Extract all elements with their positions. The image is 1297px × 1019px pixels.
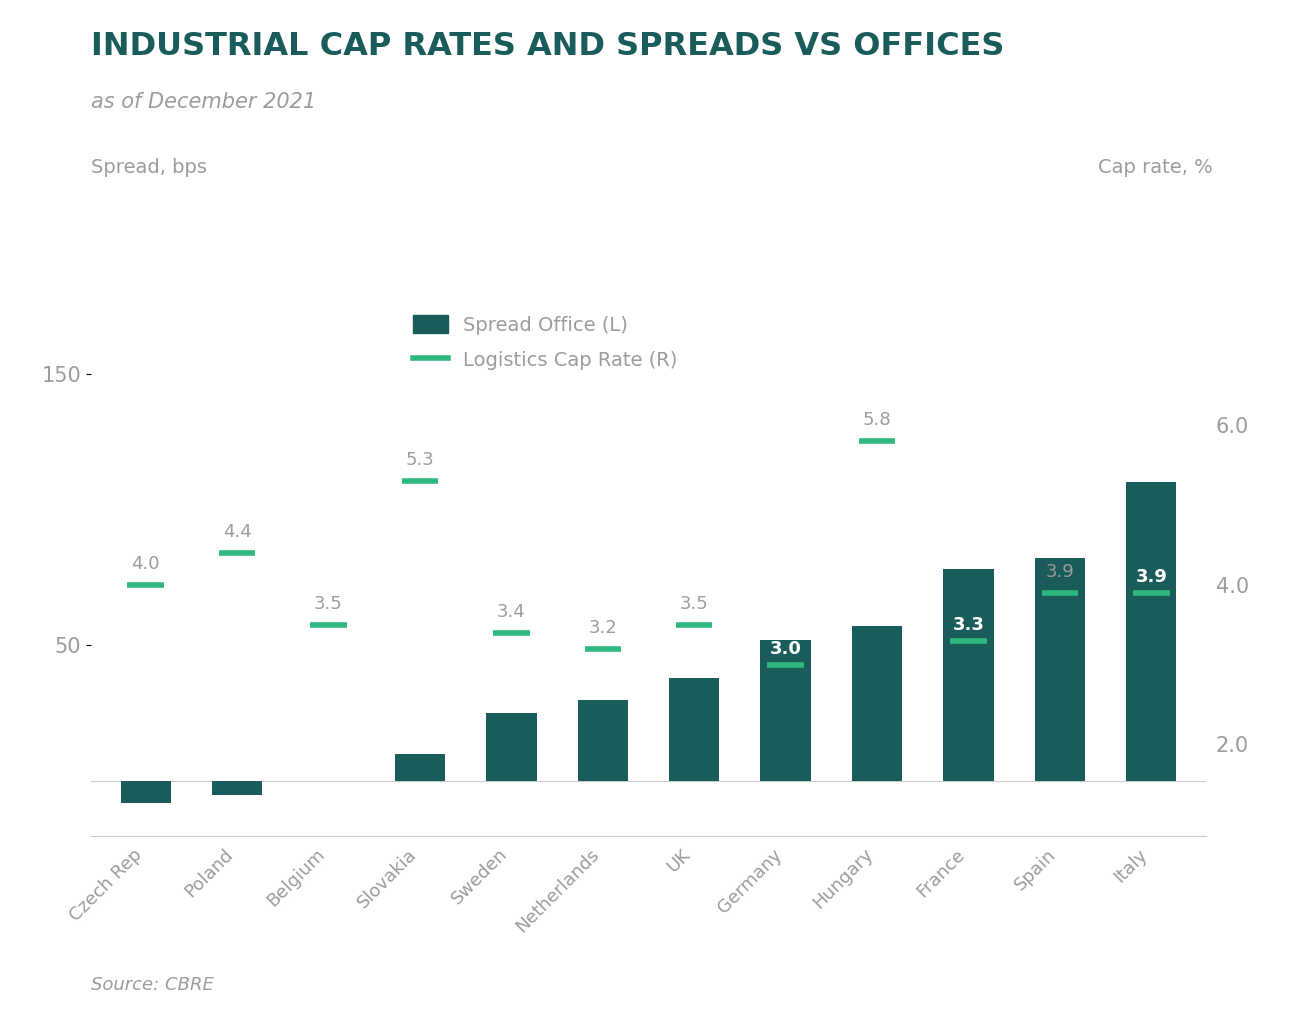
Text: 3.5: 3.5 [314,595,342,612]
Text: 3.2: 3.2 [589,619,617,637]
Text: 3.5: 3.5 [680,595,708,612]
Text: Source: CBRE: Source: CBRE [91,975,214,994]
Text: 3.3: 3.3 [952,616,984,635]
Text: 5.3: 5.3 [406,451,434,469]
Bar [121,782,171,803]
Legend: Spread Office (L), Logistics Cap Rate (R): Spread Office (L), Logistics Cap Rate (R… [412,316,678,370]
Bar [394,754,445,782]
Bar [852,627,903,782]
Bar [211,782,262,795]
Text: Cap rate, %: Cap rate, % [1099,158,1213,177]
Text: 4.4: 4.4 [223,523,252,541]
Bar [486,713,537,782]
Text: 3.0: 3.0 [769,640,802,658]
Text: INDUSTRIAL CAP RATES AND SPREADS VS OFFICES: INDUSTRIAL CAP RATES AND SPREADS VS OFFI… [91,31,1004,61]
Bar [943,570,994,782]
Text: 3.9: 3.9 [1045,562,1074,581]
Text: 4.0: 4.0 [131,555,160,573]
Text: 5.8: 5.8 [863,412,891,429]
Text: 3.9: 3.9 [1135,569,1167,587]
Bar [760,640,811,782]
Bar [577,700,628,782]
Text: Spread, bps: Spread, bps [91,158,206,177]
Bar [1126,482,1176,782]
Text: as of December 2021: as of December 2021 [91,92,316,112]
Bar [1035,558,1086,782]
Bar [669,678,720,782]
Text: 3.4: 3.4 [497,603,525,621]
